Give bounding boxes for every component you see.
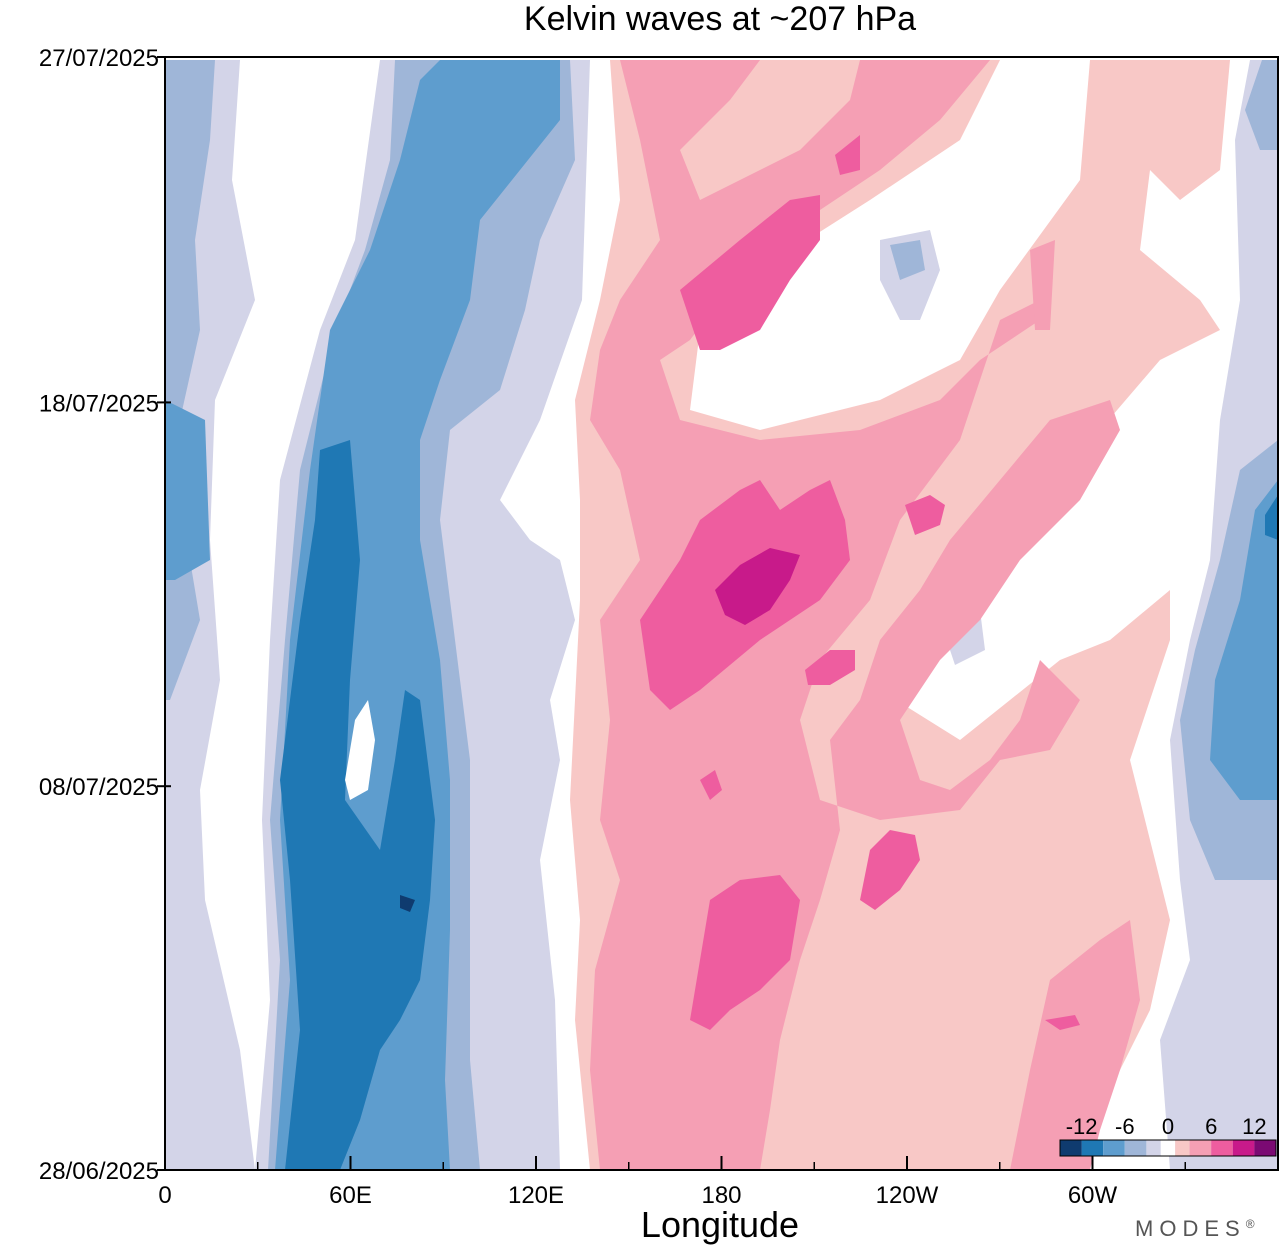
colorbar-swatch [1160,1140,1176,1156]
colorbar-tick-label: 0 [1162,1114,1174,1139]
modes-logo: MODES® [1135,1216,1261,1241]
colorbar-tick-label: -6 [1115,1114,1135,1139]
x-tick-label: 60W [1068,1182,1118,1209]
colorbar: -12 -6 0 6 12 [1059,1114,1277,1157]
neg-east-level-3 [1210,480,1278,800]
y-tick-label: 08/07/2025 [39,774,159,801]
colorbar-tick-label: -12 [1066,1114,1098,1139]
neg-level-5 [400,895,415,912]
colorbar-swatch [1124,1140,1147,1156]
neg-level-4 [280,440,435,1170]
colorbar-tick-label: 6 [1205,1114,1217,1139]
x-tick-label: 180 [701,1182,741,1209]
pos-level-3c [690,875,800,1030]
neg-hole-west [345,700,375,800]
y-tick-label: 18/07/2025 [39,390,159,417]
colorbar-swatch [1060,1140,1082,1156]
colorbar-swatch [1175,1140,1190,1156]
neg-level-3 [165,400,210,580]
y-axis: 28/06/2025 08/07/2025 18/07/2025 27/07/2025 [39,45,171,1185]
pos-level-4 [715,548,800,625]
pos-level-2b [1010,240,1140,1170]
plot-area [164,56,1279,1171]
colorbar-swatch [1211,1140,1233,1156]
anomaly-field [165,60,1278,1170]
chart-title: Kelvin waves at ~207 hPa [524,0,916,38]
x-axis-label: Longitude [641,1204,799,1245]
colorbar-swatch [1189,1140,1212,1156]
x-tick-label: 120W [876,1182,939,1209]
colorbar-frame [1059,1139,1277,1157]
colorbar-swatch [1081,1140,1104,1156]
y-tick-label: 27/07/2025 [39,45,159,72]
colorbar-swatch [1232,1140,1255,1156]
pos-level-3 [680,195,820,350]
neg-east-level-4 [1265,495,1278,540]
colorbar-swatch [1146,1140,1161,1156]
x-tick-label: 120E [508,1182,564,1209]
colorbar-swatch [1103,1140,1125,1156]
pos-level-3d [700,135,1080,1030]
x-axis: 0 60E 120E 180 120W 60W [158,1156,1186,1209]
colorbar-swatch [1254,1140,1276,1156]
y-tick-label: 28/06/2025 [39,1158,159,1185]
x-tick-label: 60E [329,1182,372,1209]
colorbar-tick-label: 12 [1242,1114,1266,1139]
x-tick-label: 0 [158,1182,171,1209]
